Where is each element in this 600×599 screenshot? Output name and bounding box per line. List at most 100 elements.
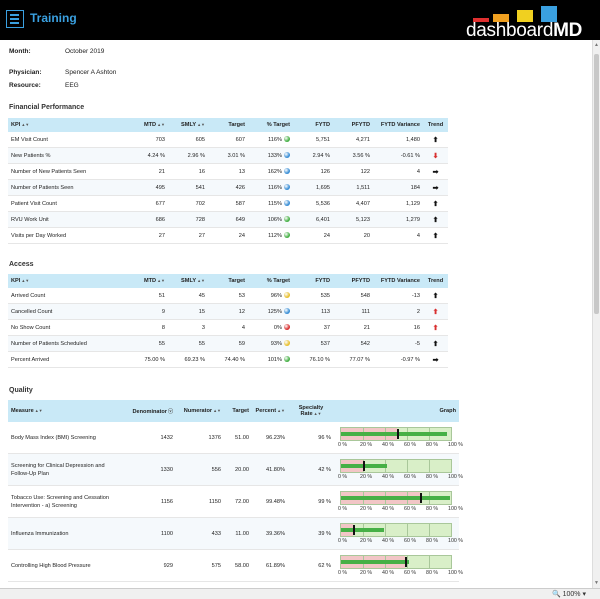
cell-value: 2.94 %	[312, 152, 330, 159]
cell-value: 15	[198, 308, 205, 315]
top-bar: Training dashboardMD	[0, 0, 600, 41]
access-col-header: FYTD	[293, 274, 333, 288]
financial-col-header[interactable]: KPI▲▼	[8, 118, 128, 132]
cell-rate: 42 %	[288, 453, 334, 486]
cell-var: 4	[373, 227, 423, 244]
column-header-label: SMLY	[181, 278, 197, 284]
cell-kpi: Cancelled Count	[8, 303, 128, 320]
cell-value: 42 %	[318, 466, 331, 473]
vertical-scrollbar[interactable]: ▲ ▼	[592, 40, 600, 588]
cell-measure: Controlling High Blood Pressure	[8, 549, 116, 582]
scroll-down-icon[interactable]: ▼	[594, 580, 599, 586]
cell-trend: ⬆	[423, 288, 448, 304]
zoom-level: 100%	[562, 591, 581, 598]
cell-smly: 16	[168, 163, 208, 180]
status-blue-dot-icon	[284, 308, 290, 314]
graph-tick-label: 20 %	[360, 506, 373, 512]
scroll-up-icon[interactable]: ▲	[594, 42, 599, 48]
access-col-header[interactable]: MTD▲▼	[128, 274, 168, 288]
graph-tick-label: 60 %	[404, 442, 417, 448]
cell-value: 426	[235, 184, 245, 191]
scrollbar-thumb[interactable]	[594, 54, 599, 314]
sort-desc-icon[interactable]: ⓥ	[167, 408, 173, 415]
quality-col-header[interactable]: Numerator▲▼	[176, 400, 224, 422]
cell-pfytd: 4,407	[333, 195, 373, 212]
target-marker	[404, 557, 407, 567]
cell-value: Cancelled Count	[11, 308, 53, 315]
status-yellow-dot-icon	[284, 340, 290, 346]
cell-fytd: 1,695	[293, 179, 333, 196]
cell-value: 1100	[160, 530, 173, 537]
access-col-header[interactable]: SMLY▲▼	[168, 274, 208, 288]
graph-gridline	[429, 460, 430, 472]
cell-value: 59	[238, 340, 245, 347]
graph-range-box	[340, 555, 452, 569]
quality-col-header[interactable]: Specialty Rate▲▼	[288, 400, 334, 422]
cell-fytd: 535	[293, 288, 333, 304]
cell-fytd: 37	[293, 319, 333, 336]
cell-pfytd: 77.07 %	[333, 351, 373, 368]
cell-value: 62 %	[318, 562, 331, 569]
cell-target: 53	[208, 288, 248, 304]
cell-rate: 39 %	[288, 517, 334, 550]
sort-icon[interactable]: ▲▼	[34, 408, 43, 413]
column-header-label: Target	[232, 408, 249, 414]
access-col-header: PFYTD	[333, 274, 373, 288]
sort-icon[interactable]: ▲▼	[157, 278, 165, 283]
cell-value: 162%	[267, 169, 282, 175]
cell-value: 1376	[208, 434, 221, 441]
cell-kpi: Number of Patients Seen	[8, 179, 128, 196]
quality-col-header[interactable]: Denominatorⓥ	[116, 400, 176, 422]
cell-pfytd: 4,271	[333, 132, 373, 148]
quality-col-header[interactable]: Measure▲▼	[8, 400, 116, 422]
quality-col-header[interactable]: Percent▲▼	[252, 400, 288, 422]
quality-col-header: Target	[224, 400, 252, 422]
cell-pfytd: 548	[333, 288, 373, 304]
zoom-control[interactable]: 🔍 100% ▾	[551, 591, 586, 598]
cell-mtd: 703	[128, 132, 168, 148]
cell-value: 41.80%	[266, 466, 285, 473]
cell-value: 45	[198, 292, 205, 299]
cell-rate: 62 %	[288, 549, 334, 582]
cell-target: 649	[208, 211, 248, 228]
status-yellow-dot-icon	[284, 292, 290, 298]
hamburger-menu-icon[interactable]	[6, 10, 24, 28]
cell-value: 728	[195, 216, 205, 223]
cell-value: 5,536	[316, 200, 330, 207]
cell-kpi: Patient Visit Count	[8, 195, 128, 212]
sort-icon[interactable]: ▲▼	[213, 408, 221, 413]
financial-header-row: KPI▲▼ MTD▲▼ SMLY▲▼ Target% Target FYTD PFYTD F…	[8, 118, 448, 132]
financial-col-header[interactable]: SMLY▲▼	[168, 118, 208, 132]
cell-mtd: 55	[128, 335, 168, 352]
cell-value: 77.07 %	[349, 356, 370, 363]
sort-icon[interactable]: ▲▼	[277, 408, 285, 413]
financial-col-header[interactable]: MTD▲▼	[128, 118, 168, 132]
cell-target: 12	[208, 303, 248, 320]
column-header-label: Percent	[255, 408, 277, 414]
cell-kpi: Visits per Day Worked	[8, 227, 128, 244]
cell-mtd: 677	[128, 195, 168, 212]
graph-tick-label: 80 %	[426, 570, 439, 576]
sort-icon[interactable]: ▲▼	[21, 278, 30, 283]
quality-section-title: Quality	[9, 387, 33, 394]
status-bar: 🔍 100% ▾	[0, 588, 600, 599]
trend-up-arrow-icon: ⬆	[432, 292, 439, 300]
cell-value: 96 %	[318, 434, 331, 441]
cell-value: 133%	[267, 153, 282, 159]
sort-icon[interactable]: ▲▼	[197, 278, 205, 283]
cell-pct: 96%	[248, 288, 293, 304]
cell-percent: 61.89%	[252, 549, 288, 582]
graph-tick-label: 100 %	[448, 442, 464, 448]
sort-icon[interactable]: ▲▼	[197, 122, 205, 127]
cell-kpi: Arrived Count	[8, 288, 128, 304]
cell-value: 4.24 %	[147, 152, 165, 159]
trend-right-arrow-icon: ➡	[432, 356, 439, 364]
sort-icon[interactable]: ▲▼	[157, 122, 165, 127]
graph-range-box	[340, 427, 452, 441]
cell-pfytd: 3.56 %	[333, 147, 373, 164]
dashboardmd-logo[interactable]: dashboardMD	[465, 2, 595, 41]
sort-icon[interactable]: ▲▼	[21, 122, 30, 127]
access-col-header[interactable]: KPI▲▼	[8, 274, 128, 288]
table-row: Patient Visit Count 677 702 587 115% 5,536 4,4…	[8, 195, 448, 212]
sort-icon[interactable]: ▲▼	[313, 411, 322, 416]
